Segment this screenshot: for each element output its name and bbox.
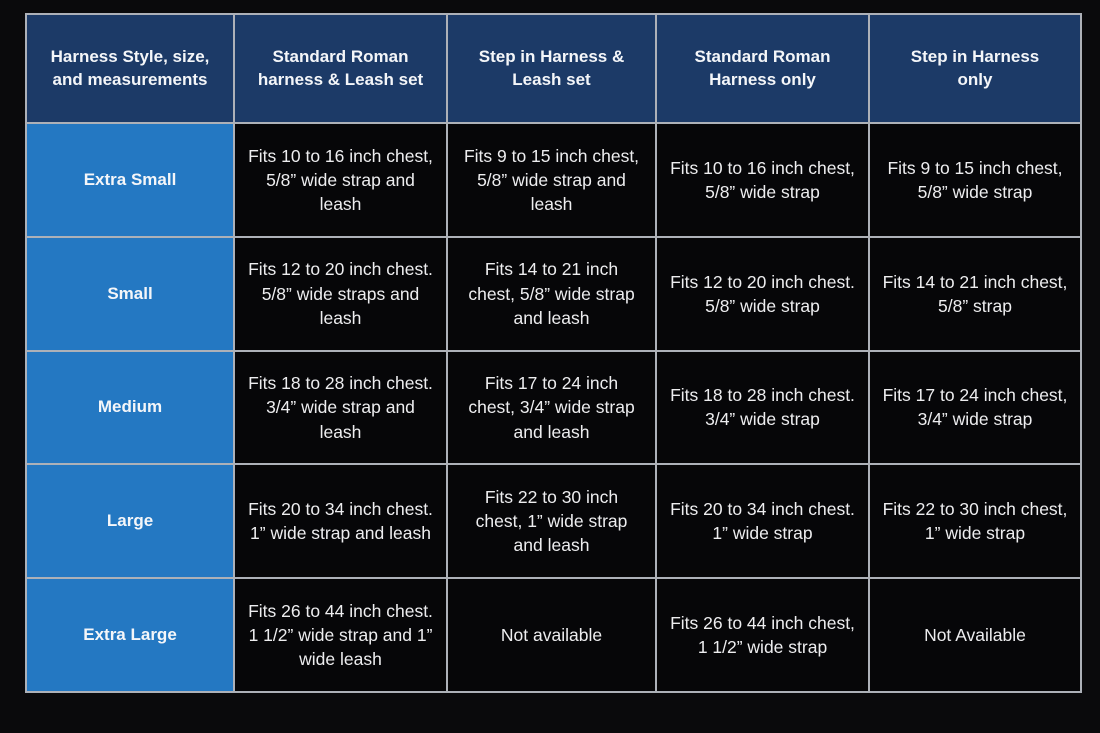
col-header-step-in-leash-set: Step in Harness & Leash set bbox=[448, 15, 656, 122]
cell-extra-small-step-in-only: Fits 9 to 15 inch chest, 5/8” wide strap bbox=[870, 124, 1080, 236]
col-header-standard-roman-leash-set: Standard Roman harness & Leash set bbox=[235, 15, 446, 122]
cell-extra-small-step-in-set: Fits 9 to 15 inch chest, 5/8” wide strap… bbox=[448, 124, 656, 236]
cell-medium-step-in-only: Fits 17 to 24 inch chest, 3/4” wide stra… bbox=[870, 351, 1080, 464]
cell-extra-small-roman-set: Fits 10 to 16 inch chest, 5/8” wide stra… bbox=[235, 124, 446, 236]
cell-medium-roman-only: Fits 18 to 28 inch chest. 3/4” wide stra… bbox=[657, 351, 868, 464]
cell-small-roman-set: Fits 12 to 20 inch chest. 5/8” wide stra… bbox=[235, 237, 446, 350]
cell-medium-step-in-set: Fits 17 to 24 inch chest, 3/4” wide stra… bbox=[448, 351, 656, 464]
cell-small-step-in-only: Fits 14 to 21 inch chest, 5/8” strap bbox=[870, 237, 1080, 350]
row-header-extra-large: Extra Large bbox=[27, 579, 234, 691]
cell-large-step-in-only: Fits 22 to 30 inch chest, 1” wide strap bbox=[870, 465, 1080, 578]
cell-medium-roman-set: Fits 18 to 28 inch chest. 3/4” wide stra… bbox=[235, 351, 446, 464]
cell-extra-large-roman-set: Fits 26 to 44 inch chest. 1 1/2” wide st… bbox=[235, 579, 446, 691]
row-header-small: Small bbox=[27, 237, 234, 350]
cell-extra-small-roman-only: Fits 10 to 16 inch chest, 5/8” wide stra… bbox=[657, 124, 868, 236]
cell-small-roman-only: Fits 12 to 20 inch chest. 5/8” wide stra… bbox=[657, 237, 868, 350]
cell-small-step-in-set: Fits 14 to 21 inch chest, 5/8” wide stra… bbox=[448, 237, 656, 350]
cell-extra-large-step-in-only: Not Available bbox=[870, 579, 1080, 691]
col-header-step-in-only: Step in Harness only bbox=[870, 15, 1080, 122]
row-header-medium: Medium bbox=[27, 351, 234, 464]
cell-large-step-in-set: Fits 22 to 30 inch chest, 1” wide strap … bbox=[448, 465, 656, 578]
cell-extra-large-roman-only: Fits 26 to 44 inch chest, 1 1/2” wide st… bbox=[657, 579, 868, 691]
row-header-large: Large bbox=[27, 465, 234, 578]
cell-extra-large-step-in-set: Not available bbox=[448, 579, 656, 691]
col-header-style-size-measurements: Harness Style, size, and measurements bbox=[27, 15, 234, 122]
harness-size-table: Harness Style, size, and measurements St… bbox=[25, 13, 1082, 693]
row-header-extra-small: Extra Small bbox=[27, 124, 234, 236]
cell-large-roman-set: Fits 20 to 34 inch chest. 1” wide strap … bbox=[235, 465, 446, 578]
cell-large-roman-only: Fits 20 to 34 inch chest. 1” wide strap bbox=[657, 465, 868, 578]
col-header-standard-roman-only: Standard Roman Harness only bbox=[657, 15, 868, 122]
